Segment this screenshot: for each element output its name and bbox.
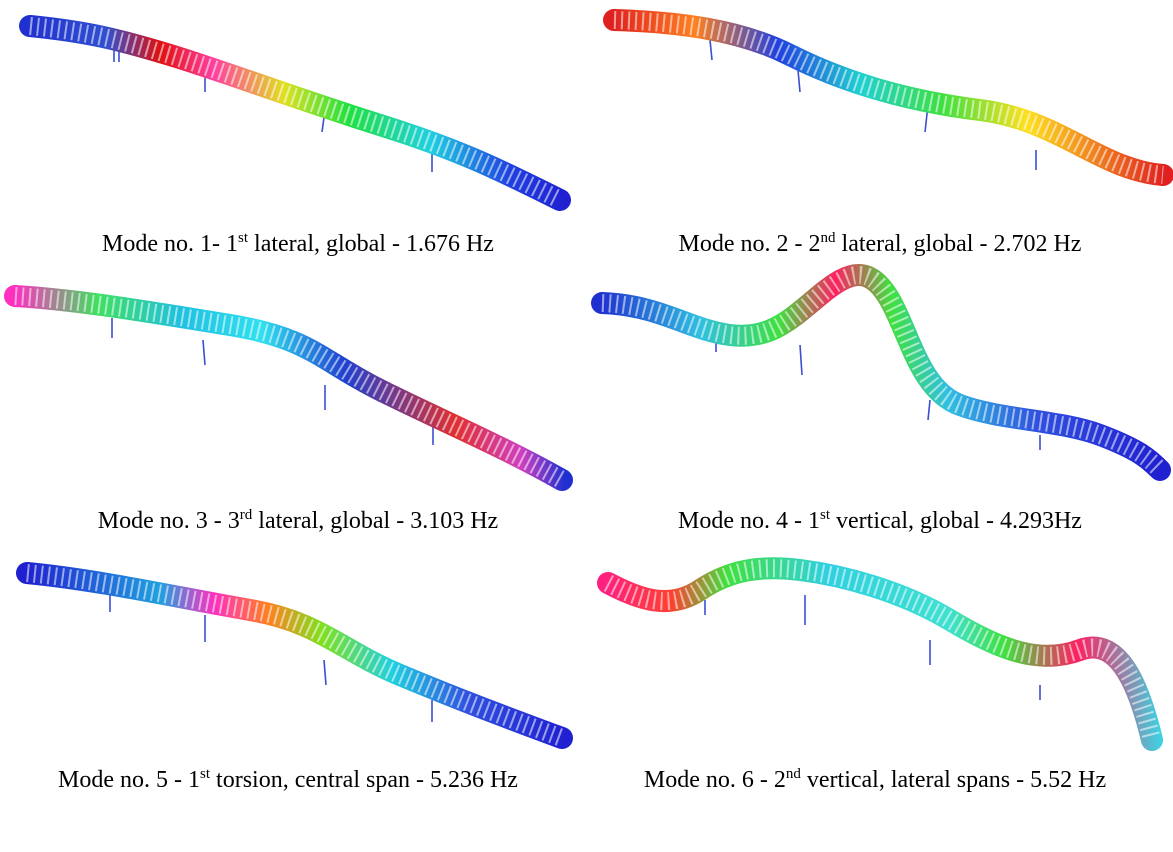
caption: Mode no. 3 - 3rd lateral, global - 3.103… — [18, 497, 578, 545]
mode-3-shape — [4, 285, 573, 491]
caption: Mode no. 5 - 1st torsion, central span -… — [18, 756, 558, 804]
mode-4-shape — [591, 264, 1171, 481]
caption-superscript: st — [200, 766, 211, 782]
caption-text: lateral, global - 3.103 Hz — [252, 508, 499, 534]
caption-superscript: nd — [785, 766, 801, 782]
caption-text: lateral, global - 2.702 Hz — [835, 231, 1082, 257]
mode-6-shape — [597, 557, 1163, 751]
mode-2-shape — [603, 9, 1173, 186]
caption: Mode no. 6 - 2nd vertical, lateral spans… — [605, 756, 1145, 804]
mode-5-shape — [16, 562, 573, 749]
caption-text: Mode no. 4 - 1 — [678, 508, 821, 534]
caption-text: Mode no. 5 - 1 — [58, 767, 201, 793]
caption-superscript: nd — [820, 230, 836, 246]
caption-text: vertical, global - 4.293Hz — [830, 508, 1082, 534]
caption: Mode no. 1- 1st lateral, global - 1.676 … — [18, 220, 578, 268]
caption-superscript: st — [238, 230, 249, 246]
caption-text: Mode no. 1- 1 — [102, 231, 239, 257]
caption-text: vertical, lateral spans - 5.52 Hz — [800, 767, 1107, 793]
caption-text: Mode no. 6 - 2 — [643, 767, 786, 793]
mode-1-shape — [19, 15, 571, 211]
caption-text: lateral, global - 1.676 Hz — [248, 231, 494, 257]
caption: Mode no. 4 - 1st vertical, global - 4.29… — [600, 497, 1160, 545]
caption: Mode no. 2 - 2nd lateral, global - 2.702… — [600, 220, 1160, 268]
caption-text: Mode no. 3 - 3 — [97, 508, 240, 534]
caption-text: torsion, central span - 5.236 Hz — [210, 767, 518, 793]
caption-superscript: rd — [239, 507, 253, 523]
caption-superscript: st — [820, 507, 831, 523]
caption-text: Mode no. 2 - 2 — [678, 231, 821, 257]
